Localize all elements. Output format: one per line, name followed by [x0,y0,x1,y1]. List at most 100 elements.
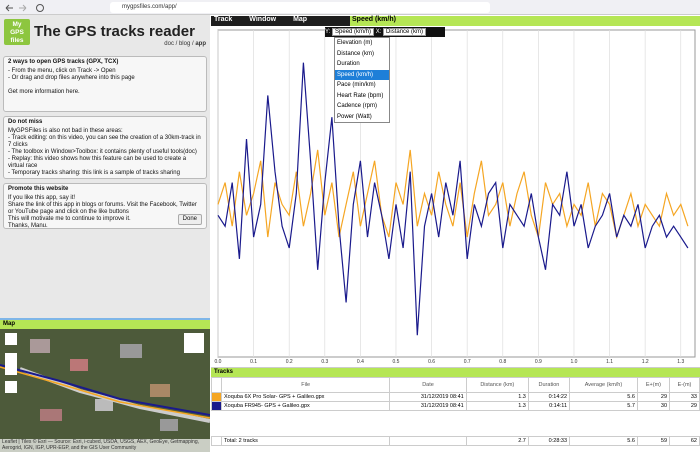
cell: 2.7 [465,436,529,446]
panel-line: - Track editing: on this video, you can … [8,135,201,148]
y-option[interactable]: Cadence (rpm) [337,103,378,109]
menu-item[interactable]: Map [293,16,308,23]
panel-title: 2 ways to open GPS tracks (GPX, TCX) [8,59,119,65]
y-option[interactable]: Speed (km/h) [335,69,389,80]
x-tick-label: 0.3 [321,359,328,365]
panel-line: Thanks, Manu. [8,223,48,229]
link[interactable]: app [195,41,206,47]
panel-line [8,82,202,89]
url-bar[interactable]: mygpsfiles.com/app/ [110,2,490,13]
cell: 5.6 [569,436,638,446]
x-tick-label: 0.9 [535,359,542,365]
panel-line: If you like this app, say it! [8,195,76,201]
cell: Xoquba FR945- GPS + Galileo.gpx [220,401,391,411]
cell: 30 [636,401,671,411]
cell: 31/12/2019 08:41 [389,392,467,402]
nav-buttons[interactable] [4,3,64,13]
x-tick-label: 1.2 [642,359,649,365]
x-tick-label: 1.1 [606,359,613,365]
y-option[interactable]: Elevation (m) [337,40,373,46]
panel-line: MyGPSFiles is also not bad in these area… [8,128,123,134]
series-line [217,62,689,336]
panel-line: - Or drag and drop files anywhere into t… [8,75,135,81]
link[interactable]: blog [178,41,191,47]
column-header: Distance (km) [465,377,529,393]
column-header: Average (km/h) [569,377,638,393]
cell: 29 [636,392,671,402]
left-panel: My GPS files The GPS tracks reader doc / b… [0,15,210,318]
tracks-table: File Date Distance (km) Duration Average (km… [211,377,700,446]
y-option[interactable]: Duration [337,61,360,67]
total-row: Total: 2 tracks 2.7 0:28:33 5.6 59 62 [211,436,700,446]
panel-line: Get more information here. [8,89,80,95]
y-select[interactable]: Speed (km/h) [332,28,375,36]
y-option[interactable]: Heart Rate (bpm) [337,92,384,99]
column-header: File [220,377,391,393]
cell: 1.3 [465,392,529,402]
cell: 33 [669,392,700,402]
graph-controls: Y: Speed (km/h) X: Distance (km) [325,27,445,37]
link[interactable]: doc [164,41,174,47]
cell: Xoquba 6X Pro Solar- GPS + Galileo.gpx [220,392,391,402]
panel-line: This will motivate me to continue to imp… [8,216,131,222]
app-title: The GPS tracks reader [34,23,195,40]
y-option[interactable]: Power (Watt) [337,113,372,120]
column-header: Duration [527,377,571,393]
cell: 0:14:11 [527,401,571,411]
chart: 0.0 0.1 0.2 0.3 0.4 0.5 0.6 0.7 0.8 0.9 1.0 1.1 1.2 1… [215,29,696,365]
spacer-row [212,411,700,437]
x-tick-label: 0.6 [428,359,435,365]
y-option[interactable]: Pace (min/km) [337,82,376,88]
done-button[interactable]: Done [177,214,202,225]
track-checkbox[interactable] [211,401,222,411]
cell: 29 [669,401,700,411]
panel-line: - From the menu, click on Track -> Open [8,68,116,74]
icon-col [211,377,222,393]
x-tick-label: 0.7 [464,359,471,365]
x-tick-label: 0.4 [357,359,364,365]
tracks-title: Tracks [211,368,700,377]
logo-line: My [12,21,22,28]
graph-title: Speed (km/h) [350,16,700,26]
cell: 0:14:22 [527,392,571,402]
track-row[interactable]: Xoquba FR945- GPS + Galileo.gpx 31/12/201… [211,401,700,411]
info-panel: Do not miss MyGPSFiles is also not bad in… [3,116,207,179]
tracks-panel: Tracks File Date Distance (km) Duration Aver… [211,367,700,450]
panel-line: - Replay: this video shows how this feat… [8,156,187,169]
y-option[interactable]: Distance (km) [337,50,375,57]
logo-line: GPS [10,29,24,36]
track-checkbox[interactable] [211,392,222,402]
menu-item[interactable]: Track [214,16,233,23]
cell: 59 [636,436,671,446]
x-tick-label: 0.5 [393,359,400,365]
track-row[interactable]: Xoquba 6X Pro Solar- GPS + Galileo.gpx 31… [211,392,700,402]
cell: 5.6 [569,392,638,402]
x-tick-label: 0.0 [215,359,222,365]
cell: 31/12/2019 08:41 [389,401,467,411]
x-tick-label: 0.8 [499,359,506,365]
x-tick-label: 0.2 [286,359,293,365]
y-label: Y: [325,29,331,35]
x-select[interactable]: Distance (km) [383,28,427,36]
cell: 0:28:33 [527,436,571,446]
panel-line: - The toolbox in Window>Toolbox: it cont… [8,149,197,155]
panel-line: - Temporary tracks sharing: this link is… [8,170,180,176]
panel-title: Do not miss [8,119,43,125]
logo-line: files [10,37,24,44]
cell: Total: 2 tracks [220,436,391,446]
panel-title: Promote this website [8,186,69,192]
logo[interactable]: My GPS files [4,19,30,45]
info-panel: 2 ways to open GPS tracks (GPX, TCX) - Fr… [3,56,207,112]
map-attribution: Leaflet | Tiles © Esri — Source: Esri, i… [2,439,200,451]
map-title: Map [0,320,210,329]
panel-line: Share the link of this app in blogs or f… [8,202,197,215]
x-tick-label: 0.1 [250,359,257,365]
series-line [217,149,689,240]
menu-item[interactable]: Window [249,16,277,23]
info-panel: Promote this website If you like this app… [3,183,207,229]
cell: 5.7 [569,401,638,411]
x-tick-label: 1.3 [677,359,684,365]
column-header: Date [389,377,467,393]
x-label: X: [375,29,382,35]
map-view[interactable] [0,329,210,452]
